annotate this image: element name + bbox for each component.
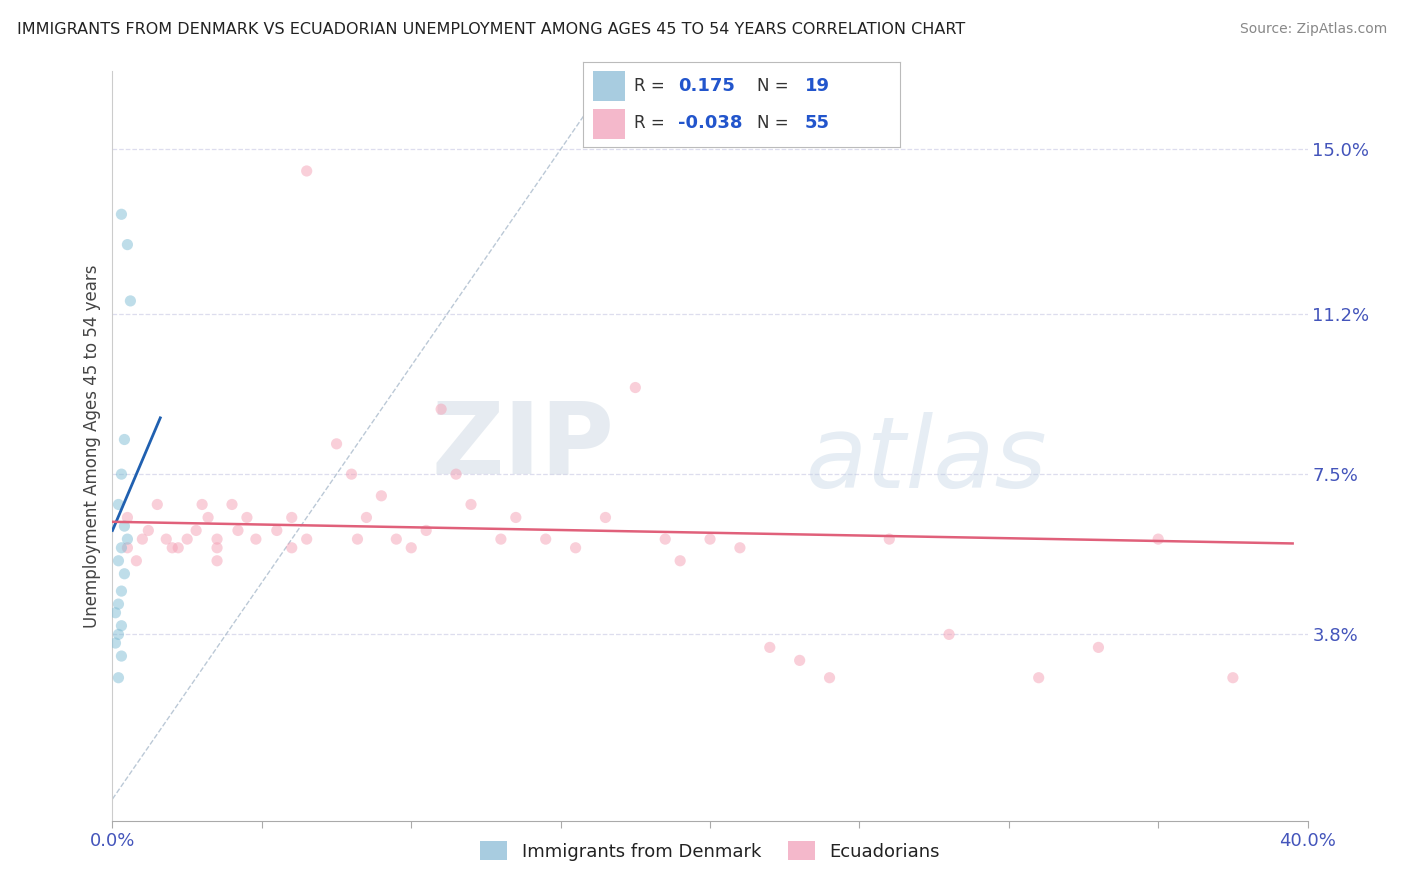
Point xyxy=(205,554,228,568)
Bar xyxy=(593,109,624,139)
Y-axis label: Unemployment Among Ages 45 to 54 years: Unemployment Among Ages 45 to 54 years xyxy=(83,264,101,628)
Point xyxy=(221,498,243,512)
Point xyxy=(110,207,132,221)
Point xyxy=(114,519,135,533)
Point xyxy=(131,532,153,546)
Point xyxy=(205,532,228,546)
Point xyxy=(226,524,249,538)
Point xyxy=(595,510,617,524)
Text: 55: 55 xyxy=(804,114,830,132)
Point xyxy=(728,541,751,555)
Point xyxy=(245,532,267,546)
Point xyxy=(205,541,228,555)
Point xyxy=(564,541,586,555)
Point xyxy=(125,554,148,568)
Point xyxy=(401,541,423,555)
Point xyxy=(120,293,142,308)
Point xyxy=(138,524,160,538)
Point xyxy=(1087,640,1109,655)
Point xyxy=(107,671,129,685)
Point xyxy=(114,566,135,581)
Point xyxy=(624,380,647,394)
Point xyxy=(114,433,135,447)
Point xyxy=(146,498,169,512)
Point xyxy=(879,532,901,546)
Point xyxy=(489,532,512,546)
Text: IMMIGRANTS FROM DENMARK VS ECUADORIAN UNEMPLOYMENT AMONG AGES 45 TO 54 YEARS COR: IMMIGRANTS FROM DENMARK VS ECUADORIAN UN… xyxy=(17,22,965,37)
Point xyxy=(281,510,304,524)
Point xyxy=(460,498,482,512)
Text: atlas: atlas xyxy=(806,412,1047,509)
Point xyxy=(117,532,139,546)
Point xyxy=(155,532,177,546)
Text: -0.038: -0.038 xyxy=(678,114,742,132)
Point xyxy=(759,640,782,655)
Point xyxy=(110,619,132,633)
Point xyxy=(1028,671,1050,685)
Point xyxy=(325,437,347,451)
Point xyxy=(167,541,190,555)
Text: R =: R = xyxy=(634,114,671,132)
Point xyxy=(117,510,139,524)
Point xyxy=(191,498,214,512)
Point xyxy=(534,532,557,546)
Point xyxy=(104,606,127,620)
Point xyxy=(117,541,139,555)
Point xyxy=(356,510,378,524)
Point xyxy=(699,532,721,546)
Point xyxy=(1147,532,1170,546)
Legend: Immigrants from Denmark, Ecuadorians: Immigrants from Denmark, Ecuadorians xyxy=(472,834,948,868)
Point xyxy=(444,467,467,482)
Point xyxy=(186,524,208,538)
Point xyxy=(236,510,259,524)
Point xyxy=(1222,671,1244,685)
Text: ZIP: ZIP xyxy=(432,398,614,494)
Bar xyxy=(593,71,624,101)
Point xyxy=(281,541,304,555)
Point xyxy=(107,554,129,568)
Point xyxy=(110,584,132,599)
Point xyxy=(176,532,198,546)
Point xyxy=(162,541,183,555)
Point xyxy=(104,636,127,650)
Point xyxy=(107,498,129,512)
Text: R =: R = xyxy=(634,78,671,95)
Text: 19: 19 xyxy=(804,78,830,95)
Point xyxy=(346,532,368,546)
Point xyxy=(505,510,527,524)
Point xyxy=(430,402,453,417)
Point xyxy=(295,164,318,178)
Point xyxy=(415,524,437,538)
Point xyxy=(654,532,676,546)
Point xyxy=(117,237,139,252)
Point xyxy=(266,524,288,538)
Point xyxy=(938,627,960,641)
Point xyxy=(370,489,392,503)
Text: Source: ZipAtlas.com: Source: ZipAtlas.com xyxy=(1240,22,1388,37)
Point xyxy=(107,597,129,611)
Point xyxy=(197,510,219,524)
Point xyxy=(110,648,132,663)
Point xyxy=(385,532,408,546)
Text: 0.175: 0.175 xyxy=(678,78,735,95)
Point xyxy=(295,532,318,546)
Point xyxy=(110,467,132,482)
Point xyxy=(789,653,811,667)
Text: N =: N = xyxy=(758,78,794,95)
Point xyxy=(340,467,363,482)
Point xyxy=(818,671,841,685)
Point xyxy=(110,541,132,555)
Text: N =: N = xyxy=(758,114,794,132)
Point xyxy=(107,627,129,641)
Point xyxy=(669,554,692,568)
